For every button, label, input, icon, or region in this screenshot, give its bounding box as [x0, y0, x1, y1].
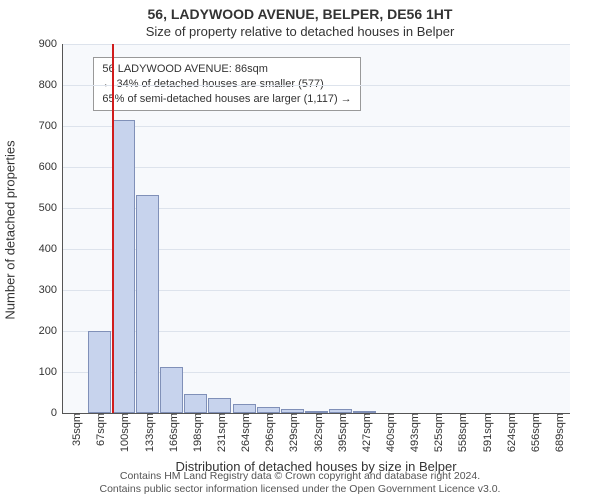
x-tick-label: 100sqm: [115, 413, 131, 452]
histogram-bar: [112, 120, 135, 413]
y-axis-label: Number of detached properties: [3, 140, 18, 319]
annotation-line: 56 LADYWOOD AVENUE: 86sqm: [102, 62, 351, 77]
footnote-line: Contains public sector information licen…: [0, 483, 600, 496]
chart-region: 56 LADYWOOD AVENUE: 86sqm ← 34% of detac…: [62, 44, 570, 414]
y-tick-label: 500: [39, 202, 63, 214]
gridline: [63, 85, 570, 86]
x-tick-label: 395sqm: [333, 413, 349, 452]
x-tick-label: 591sqm: [478, 413, 494, 452]
gridline: [63, 167, 570, 168]
x-tick-label: 166sqm: [164, 413, 180, 452]
x-tick-label: 231sqm: [212, 413, 228, 452]
x-tick-label: 656sqm: [526, 413, 542, 452]
plot-area: 56 LADYWOOD AVENUE: 86sqm ← 34% of detac…: [62, 44, 570, 414]
x-tick-label: 689sqm: [550, 413, 566, 452]
histogram-bar: [160, 367, 183, 413]
y-tick-label: 0: [51, 407, 63, 419]
x-tick-label: 460sqm: [381, 413, 397, 452]
x-tick-label: 198sqm: [188, 413, 204, 452]
page-title: 56, LADYWOOD AVENUE, BELPER, DE56 1HT: [0, 0, 600, 22]
x-tick-label: 493sqm: [405, 413, 421, 452]
y-tick-label: 700: [39, 120, 63, 132]
y-tick-label: 900: [39, 38, 63, 50]
footnote-line: Contains HM Land Registry data © Crown c…: [0, 470, 600, 483]
gridline: [63, 126, 570, 127]
footnote: Contains HM Land Registry data © Crown c…: [0, 470, 600, 496]
x-tick-label: 35sqm: [67, 413, 83, 446]
x-tick-label: 558sqm: [453, 413, 469, 452]
y-tick-label: 100: [39, 366, 63, 378]
x-tick-label: 133sqm: [140, 413, 156, 452]
annotation-line: 65% of semi-detached houses are larger (…: [102, 92, 351, 107]
gridline: [63, 44, 570, 45]
x-tick-label: 525sqm: [429, 413, 445, 452]
x-tick-label: 427sqm: [357, 413, 373, 452]
histogram-bar: [233, 404, 256, 413]
histogram-bar: [184, 394, 207, 413]
x-tick-label: 296sqm: [260, 413, 276, 452]
marker-line: [112, 44, 114, 413]
histogram-bar: [88, 331, 111, 413]
x-tick-label: 329sqm: [284, 413, 300, 452]
x-tick-label: 264sqm: [236, 413, 252, 452]
y-tick-label: 800: [39, 79, 63, 91]
y-tick-label: 600: [39, 161, 63, 173]
x-tick-label: 67sqm: [91, 413, 107, 446]
histogram-bar: [208, 398, 231, 413]
y-tick-label: 200: [39, 325, 63, 337]
y-tick-label: 300: [39, 284, 63, 296]
page-subtitle: Size of property relative to detached ho…: [0, 22, 600, 39]
histogram-bar: [136, 195, 159, 413]
y-tick-label: 400: [39, 243, 63, 255]
x-tick-label: 624sqm: [502, 413, 518, 452]
x-tick-label: 362sqm: [309, 413, 325, 452]
